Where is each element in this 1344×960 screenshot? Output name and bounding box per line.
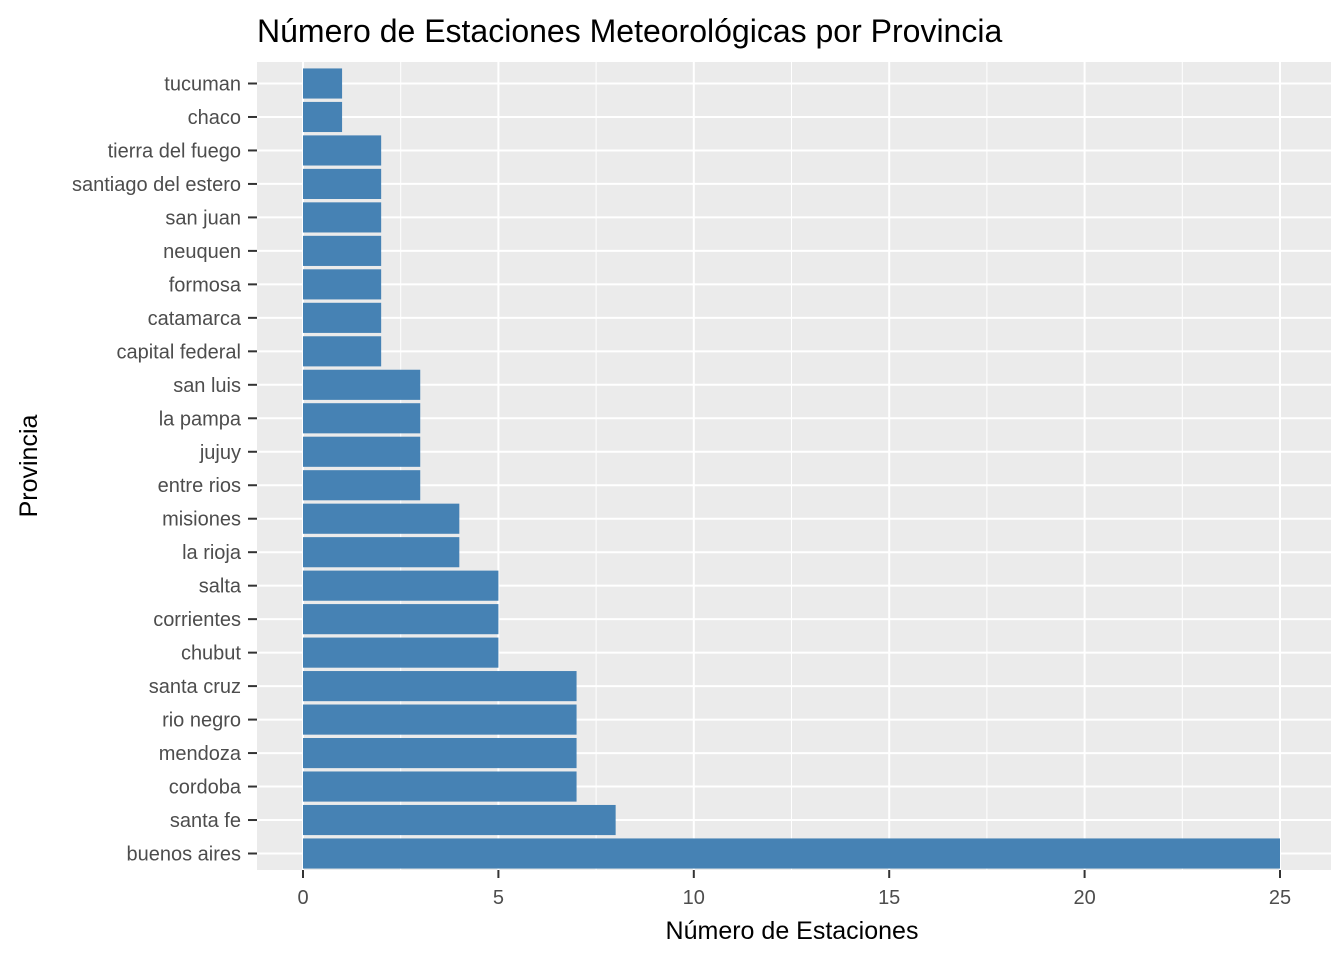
bar-buenos-aires xyxy=(303,838,1280,869)
x-tick-label: 5 xyxy=(493,887,504,909)
bar-jujuy xyxy=(303,436,421,467)
y-tick-label: chaco xyxy=(188,107,241,129)
y-tick-label: capital federal xyxy=(116,341,241,363)
y-tick-label: catamarca xyxy=(148,308,242,330)
y-tick-label: san luis xyxy=(173,375,241,397)
bar-la-pampa xyxy=(303,403,421,434)
y-tick-label: corrientes xyxy=(153,609,241,631)
bar-mendoza xyxy=(303,738,577,769)
bar-tucuman xyxy=(303,68,343,99)
y-tick-label: neuquen xyxy=(163,241,241,263)
bar-chaco xyxy=(303,101,343,133)
x-tick-label: 10 xyxy=(683,887,705,909)
bar-catamarca xyxy=(303,302,382,333)
bar-misiones xyxy=(303,503,460,534)
bar-salta xyxy=(303,570,499,601)
x-tick-label: 20 xyxy=(1073,887,1095,909)
x-axis-ticks: 0 5 10 15 20 25 xyxy=(297,870,1291,909)
y-tick-label: tierra del fuego xyxy=(108,140,241,162)
y-tick-label: tucuman xyxy=(164,74,241,96)
x-axis-title: Número de Estaciones xyxy=(666,917,919,945)
y-axis-title: Provincia xyxy=(15,414,43,517)
y-tick-label: rio negro xyxy=(162,710,241,732)
y-tick-label: mendoza xyxy=(159,743,242,765)
bar-la-rioja xyxy=(303,537,460,568)
x-tick-label: 25 xyxy=(1269,887,1291,909)
bar-entre-rios xyxy=(303,470,421,501)
y-tick-label: san juan xyxy=(165,207,241,229)
bar-san-juan xyxy=(303,202,382,233)
y-tick-label: santa cruz xyxy=(149,676,241,698)
bar-chubut xyxy=(303,637,499,668)
bar-san-luis xyxy=(303,369,421,400)
bar-formosa xyxy=(303,269,382,300)
bar-santa-fe xyxy=(303,804,616,836)
bar-cordoba xyxy=(303,771,577,802)
y-tick-label: santiago del estero xyxy=(72,174,241,196)
bar-santiago-del-estero xyxy=(303,168,382,199)
x-tick-label: 0 xyxy=(297,887,308,909)
y-tick-label: entre rios xyxy=(158,475,241,497)
chart-title: Número de Estaciones Meteorológicas por … xyxy=(257,13,1002,49)
y-tick-label: cordoba xyxy=(169,777,242,799)
bar-corrientes xyxy=(303,604,499,635)
y-tick-label: buenos aires xyxy=(126,844,241,866)
bar-neuquen xyxy=(303,235,382,266)
bar-capital-federal xyxy=(303,336,382,367)
plot-panel xyxy=(257,62,1331,870)
y-tick-label: la pampa xyxy=(159,408,242,430)
bar-rio-negro xyxy=(303,704,577,735)
x-tick-label: 15 xyxy=(878,887,900,909)
y-tick-label: la rioja xyxy=(182,542,242,564)
y-tick-label: jujuy xyxy=(199,442,241,464)
y-tick-label: formosa xyxy=(169,274,242,296)
y-tick-label: chubut xyxy=(181,643,241,665)
y-tick-label: salta xyxy=(199,576,242,598)
y-tick-label: misiones xyxy=(162,509,241,531)
bar-santa-cruz xyxy=(303,671,577,702)
bar-tierra-del-fuego xyxy=(303,135,382,166)
y-tick-label: santa fe xyxy=(170,810,241,832)
bars xyxy=(303,68,1280,869)
y-axis-ticks: tucuman chaco tierra del fuego santiago del… xyxy=(72,74,257,866)
